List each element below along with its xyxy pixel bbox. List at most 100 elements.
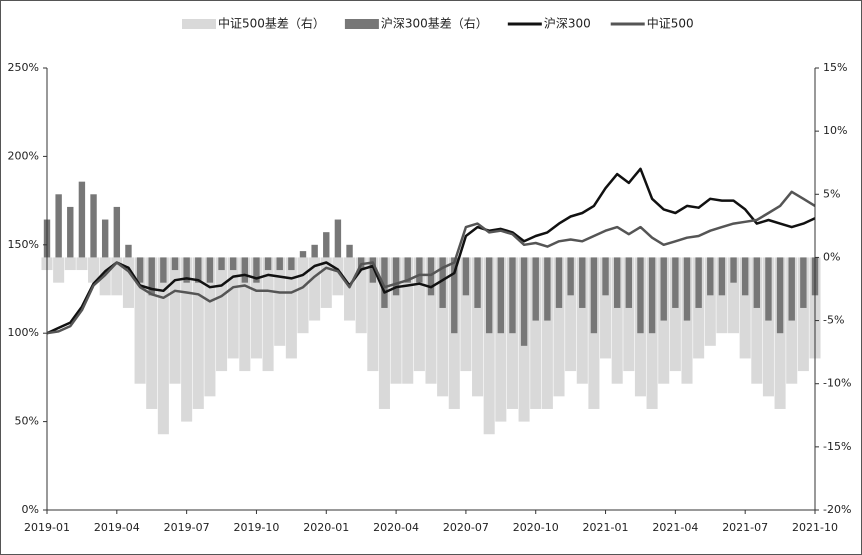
x-tick-label: 2021-10 [792,521,838,534]
basis-bar [672,257,679,308]
basis-bar [253,257,260,283]
legend-swatch [182,19,216,29]
basis-bar [88,257,100,283]
basis-bar [776,257,784,334]
basis-bar [148,257,155,296]
basis-bar [448,257,460,409]
basis-bar [762,257,774,397]
basis-bar [427,257,435,296]
basis-bar [111,257,123,296]
basis-bar [239,257,251,372]
basis-bar [346,244,353,258]
basis-bar [181,257,193,422]
y2-tick-label: -15% [823,440,851,453]
basis-bar [437,257,449,397]
basis-bar [390,257,402,384]
basis-bar [485,257,493,334]
basis-bar [590,257,598,334]
basis-bar [660,257,667,321]
basis-bar [392,257,400,296]
y-tick-label: 0% [22,503,39,516]
y-tick-label: 50% [15,415,39,428]
basis-bar [600,257,612,359]
index-line [46,190,816,335]
basis-bar [425,257,437,384]
basis-bar [64,257,76,271]
legend-label: 中证500基差（右） [218,16,325,31]
basis-bar [751,257,763,384]
basis-bar [55,194,62,258]
basis-bar [520,257,528,346]
basis-bar [216,257,228,372]
basis-bar [195,257,202,283]
basis-bar [495,257,507,422]
basis-bar [309,257,321,321]
basis-bar [250,257,262,359]
basis-bar [707,257,714,296]
y2-tick-label: 5% [823,187,840,200]
basis-bar [774,257,786,409]
basis-bar [241,257,249,283]
basis-bar [113,206,121,258]
basis-bar [416,257,423,283]
basis-bar [788,257,795,321]
basis-bar [264,257,272,271]
basis-bar [274,257,286,346]
basis-bar [101,219,109,258]
basis-bar [602,257,609,296]
basis-bar [683,257,691,321]
y-tick-label: 200% [8,149,39,162]
x-tick-label: 2019-10 [233,521,279,534]
basis-bar [623,257,635,372]
x-tick-label: 2019-01 [24,521,70,534]
basis-bar [413,257,425,372]
basis-bar [204,257,216,397]
legend-swatch [344,19,379,29]
x-tick-label: 2021-04 [652,521,698,534]
basis-bar [753,257,761,308]
basis-bar [381,257,388,308]
basis-bar [544,257,551,321]
basis-bar [439,257,446,308]
basis-bar [741,257,749,296]
basis-bar [460,257,472,372]
basis-bar [276,257,283,271]
basis-bar [588,257,600,409]
y2-tick-label: -20% [823,503,851,516]
basis-bar [227,257,239,359]
basis-bar [483,257,495,435]
basis-bar [695,257,702,308]
basis-bar [183,257,190,283]
y-tick-label: 100% [8,326,39,339]
basis-bar [344,257,356,321]
y2-tick-label: 0% [823,250,840,263]
basis-bar [530,257,542,409]
basis-bar [367,257,379,372]
basis-bar [497,257,505,334]
legend-label: 中证500 [647,16,694,31]
y2-tick-label: -10% [823,377,851,390]
basis-bar [323,232,330,258]
basis-bar [53,257,65,283]
basis-bar [506,257,518,409]
basis-bar [728,257,740,334]
legend-label: 沪深300基差（右） [381,16,488,31]
basis-bar [125,244,132,258]
basis-bar [355,257,367,334]
basis-bar [474,257,481,308]
basis-bar [134,257,146,384]
basis-bar [285,257,297,359]
basis-bar [669,257,681,372]
basis-bar [297,257,309,334]
basis-bar [369,257,377,283]
basis-bar [160,257,167,283]
basis-bar [192,257,204,409]
basis-bar [730,257,737,283]
basis-bar [378,257,390,409]
basis-bar [611,257,623,384]
x-tick-label: 2021-07 [722,521,768,534]
y2-tick-label: 10% [823,124,847,137]
basis-bar [532,257,539,321]
x-tick-label: 2019-04 [94,521,140,534]
